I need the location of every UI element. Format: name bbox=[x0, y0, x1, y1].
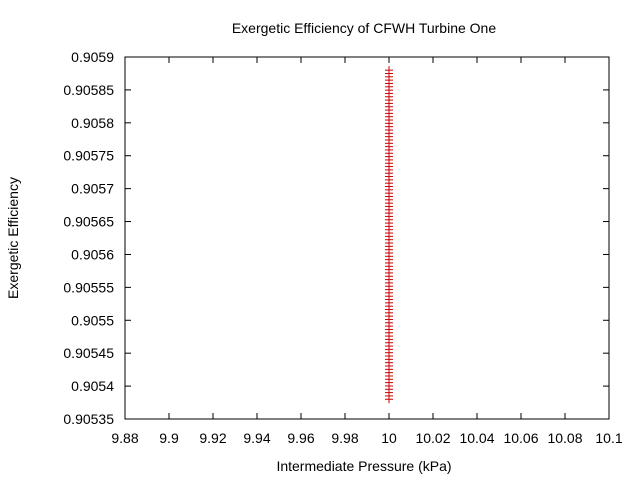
x-tick-label: 10.08 bbox=[547, 430, 582, 446]
x-tick-label: 9.94 bbox=[243, 430, 270, 446]
x-tick-label: 10.1 bbox=[595, 430, 622, 446]
y-tick-label: 0.9056 bbox=[71, 246, 114, 262]
y-tick-label: 0.90555 bbox=[63, 279, 114, 295]
x-tick-label: 9.98 bbox=[331, 430, 358, 446]
y-tick-label: 0.9057 bbox=[71, 181, 114, 197]
y-tick-label: 0.9058 bbox=[71, 115, 114, 131]
x-tick-label: 10.04 bbox=[459, 430, 494, 446]
plot-frame bbox=[124, 56, 610, 420]
x-tick-label: 9.9 bbox=[159, 430, 179, 446]
y-axis-title: Exergetic Efficiency bbox=[5, 177, 21, 299]
y-tick-label: 0.90565 bbox=[63, 214, 114, 230]
y-tick-label: 0.90575 bbox=[63, 148, 114, 164]
x-tick-label: 10.06 bbox=[503, 430, 538, 446]
data-point bbox=[385, 66, 393, 75]
x-axis-title: Intermediate Pressure (kPa) bbox=[276, 458, 451, 474]
y-tick-label: 0.9059 bbox=[71, 49, 114, 65]
x-tick-label: 9.88 bbox=[111, 430, 138, 446]
x-tick-label: 9.92 bbox=[199, 430, 226, 446]
x-tick-label: 10.02 bbox=[415, 430, 450, 446]
y-tick-label: 0.90585 bbox=[63, 82, 114, 98]
y-tick-label: 0.90545 bbox=[63, 345, 114, 361]
y-tick-label: 0.9054 bbox=[71, 378, 114, 394]
chart-title: Exergetic Efficiency of CFWH Turbine One bbox=[232, 20, 496, 36]
x-tick-label: 9.96 bbox=[287, 430, 314, 446]
y-tick-label: 0.90535 bbox=[63, 411, 114, 427]
y-tick-label: 0.9055 bbox=[71, 312, 114, 328]
data-series bbox=[385, 66, 393, 404]
y-axis-ticks: 0.90535 0.9054 0.90545 0.9055 0.90555 0.9056 0… bbox=[63, 49, 609, 427]
x-tick-label: 10 bbox=[381, 430, 397, 446]
x-axis-ticks: 9.88 9.9 9.92 9.94 9.96 9.98 10 10.02 10.04 10.06… bbox=[111, 57, 623, 446]
